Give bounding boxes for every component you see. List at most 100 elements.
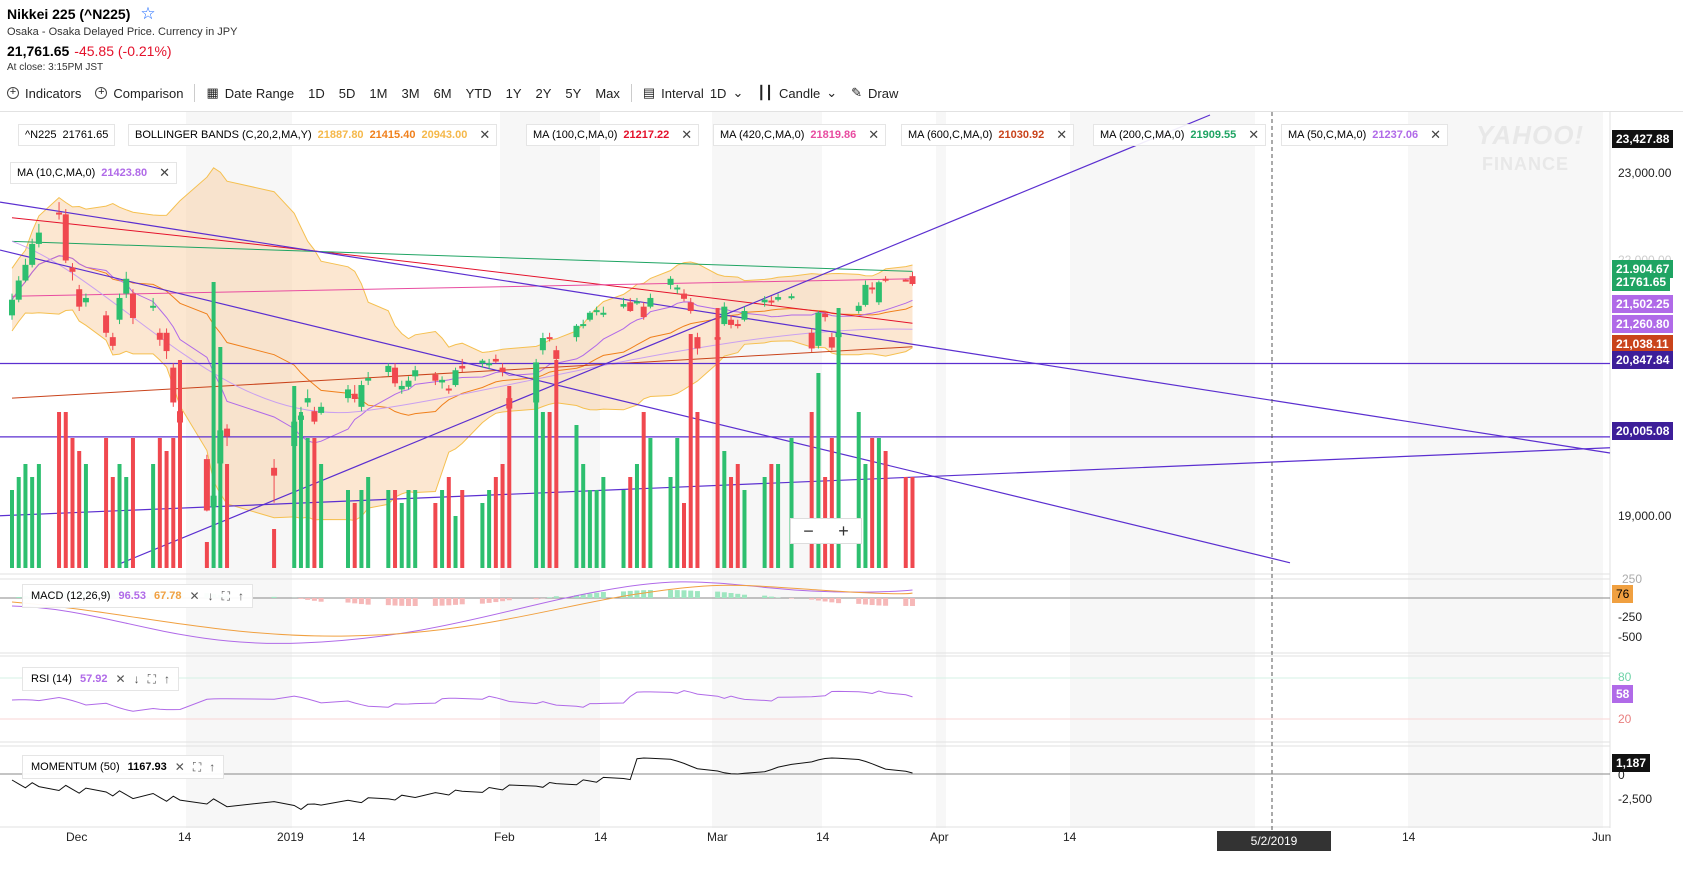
- close-icon[interactable]: ✕: [868, 127, 880, 142]
- range-max[interactable]: Max: [595, 85, 620, 101]
- candle-body: [627, 302, 634, 312]
- bollinger-band-fill: [12, 167, 913, 521]
- volume-bar: [460, 490, 465, 568]
- candle-body: [177, 411, 183, 423]
- volume-bar: [399, 503, 404, 568]
- ma420-label: MA (420,C,MA,0): [720, 129, 805, 141]
- arrow-up-icon[interactable]: ↑: [209, 760, 216, 774]
- price-box-ma10: 21,502.25: [1612, 295, 1674, 313]
- macd-label: MACD (12,26,9): [31, 590, 111, 602]
- range-3m[interactable]: 3M: [401, 85, 420, 101]
- range-1d[interactable]: 1D: [308, 85, 325, 101]
- volume-bar: [507, 386, 512, 568]
- macd-histogram-bar: [547, 597, 553, 598]
- legend-ma200: MA (200,C,MA,0) 21909.55 ✕: [1093, 124, 1267, 146]
- volume-bar: [117, 464, 122, 568]
- ma10-value: 21423.80: [101, 167, 148, 179]
- arrow-down-icon[interactable]: ↓: [207, 589, 214, 603]
- zoom-out-button[interactable]: −: [803, 521, 814, 541]
- close-icon[interactable]: ✕: [1248, 127, 1260, 142]
- macd-histogram-bar: [789, 598, 795, 599]
- ma420-line: [11, 278, 913, 297]
- candle-body: [459, 365, 466, 369]
- rsi-legend: RSI (14) 57.92 ✕ ↓ ⛶ ↑: [22, 667, 179, 691]
- range-1y[interactable]: 1Y: [505, 85, 522, 101]
- volume-bar: [164, 451, 169, 568]
- arrow-up-icon[interactable]: ↑: [163, 672, 170, 686]
- draw-button[interactable]: ✎ Draw: [844, 85, 905, 101]
- symbol-title: Nikkei 225 (^N225): [7, 6, 131, 22]
- candle-body: [674, 287, 681, 290]
- expand-icon[interactable]: ⛶: [147, 671, 156, 686]
- rsi-line: [11, 690, 913, 712]
- range-5d[interactable]: 5D: [338, 85, 356, 101]
- macd-histogram-bar: [365, 598, 371, 605]
- close-icon[interactable]: ✕: [189, 589, 200, 603]
- month-shade: [936, 112, 946, 828]
- volume-bar: [225, 464, 230, 568]
- volume-bar: [487, 490, 492, 568]
- close-icon[interactable]: ✕: [681, 127, 693, 142]
- indicators-button[interactable]: + Indicators: [0, 86, 88, 101]
- ma600-value: 21030.92: [998, 129, 1045, 141]
- expand-icon[interactable]: ⛶: [192, 759, 202, 774]
- volume-bar: [574, 425, 579, 568]
- candle-body: [22, 264, 29, 281]
- x-label-dec-14: 14: [178, 830, 192, 844]
- candle-body: [35, 232, 42, 244]
- ma50-label: MA (50,C,MA,0): [1288, 129, 1367, 141]
- month-shade: [1408, 112, 1603, 828]
- chevron-down-icon: ⌄: [826, 85, 838, 100]
- arrow-down-icon[interactable]: ↓: [133, 672, 140, 686]
- volume-bar: [453, 516, 458, 568]
- macd-signal-line: [11, 584, 913, 637]
- ma10-label: MA (10,C,MA,0): [17, 167, 96, 179]
- candle-body: [492, 358, 499, 362]
- close-icon[interactable]: ✕: [115, 672, 126, 686]
- range-5y[interactable]: 5Y: [565, 85, 582, 101]
- date-range-button[interactable]: ▦ Date Range: [199, 85, 301, 101]
- price-box-hline-lower: 20,005.08: [1612, 422, 1674, 440]
- macd-histogram-bar: [553, 596, 559, 598]
- range-ytd[interactable]: YTD: [465, 85, 492, 101]
- volume-bar: [910, 477, 915, 568]
- candle-body: [103, 315, 110, 333]
- expand-icon[interactable]: ⛶: [221, 588, 231, 603]
- macd-histogram-bar: [446, 598, 452, 606]
- comparison-button[interactable]: + Comparison: [88, 86, 190, 101]
- candle-body: [392, 367, 399, 384]
- close-icon[interactable]: ✕: [174, 760, 185, 774]
- macd-histogram-bar: [668, 590, 674, 598]
- arrow-up-icon[interactable]: ↑: [238, 589, 245, 603]
- close-icon[interactable]: ✕: [1056, 127, 1068, 142]
- macd-histogram-bar: [311, 598, 317, 601]
- candle-body: [828, 337, 835, 348]
- legend-bollinger: BOLLINGER BANDS (C,20,2,MA,Y) 21887.80 2…: [128, 124, 498, 146]
- candle-body: [311, 411, 318, 422]
- x-label-may-14: 14: [1402, 830, 1416, 844]
- close-icon[interactable]: ✕: [479, 127, 491, 142]
- candle-body: [345, 389, 351, 399]
- macd-histogram-bar: [728, 593, 734, 598]
- close-icon[interactable]: ✕: [159, 165, 171, 180]
- range-6m[interactable]: 6M: [433, 85, 452, 101]
- volume-bar: [682, 503, 686, 568]
- candle-body: [129, 293, 136, 318]
- range-2y[interactable]: 2Y: [535, 85, 552, 101]
- interval-dropdown[interactable]: ▤ Interval 1D ⌄: [636, 85, 750, 101]
- macd-histogram-bar: [674, 590, 680, 598]
- range-1m[interactable]: 1M: [369, 85, 388, 101]
- macd-histogram-bar: [405, 598, 411, 606]
- chart-type-label: Candle: [779, 85, 821, 101]
- chart-type-dropdown[interactable]: ┃┃ Candle ⌄: [750, 85, 844, 101]
- volume-bar: [63, 412, 68, 568]
- candle-body: [69, 267, 76, 272]
- candle-body: [855, 305, 862, 312]
- star-icon[interactable]: ☆: [140, 4, 156, 23]
- close-icon[interactable]: ✕: [1430, 127, 1442, 142]
- zoom-in-button[interactable]: +: [838, 521, 849, 541]
- candle-body: [224, 428, 231, 437]
- macd-histogram-bar: [647, 590, 653, 598]
- macd-histogram-bar: [500, 598, 506, 602]
